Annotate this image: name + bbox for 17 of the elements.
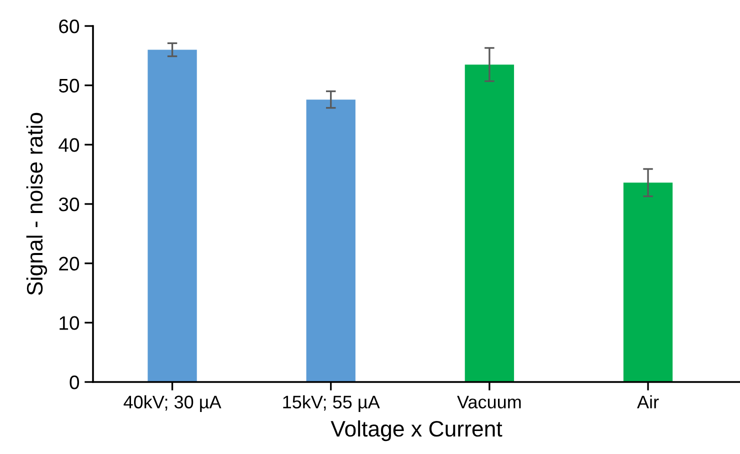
x-tick-label: 15kV; 55 µA: [283, 395, 380, 412]
x-tick-label: Vacuum: [457, 396, 521, 408]
bar: [464, 64, 514, 382]
bar: [148, 50, 197, 382]
x-axis-title: Voltage x Current: [330, 420, 502, 442]
y-tick-label: 20: [59, 256, 80, 271]
y-tick-label: 50: [58, 78, 80, 93]
bar: [306, 100, 356, 382]
x-tick-label: 40kV; 30 µA: [124, 395, 222, 412]
x-tick-label: Air: [637, 395, 659, 408]
y-tick-label: 10: [60, 316, 80, 330]
y-tick-label: 40: [58, 138, 80, 152]
y-tick-label: 0: [70, 375, 80, 390]
y-axis-title: Signal - noise ratio: [26, 112, 48, 296]
y-tick-label: 60: [59, 19, 80, 34]
y-tick-label: 30: [58, 197, 80, 212]
bar: [623, 182, 673, 382]
